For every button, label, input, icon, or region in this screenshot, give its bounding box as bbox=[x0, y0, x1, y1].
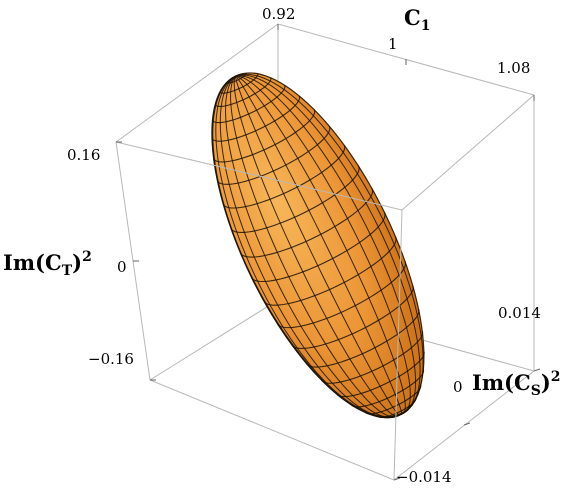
mesh-line bbox=[211, 95, 301, 142]
c1-tick-label: 1.08 bbox=[497, 59, 530, 77]
mesh-line bbox=[321, 330, 424, 384]
mesh-line bbox=[235, 75, 401, 416]
mesh-line bbox=[235, 75, 417, 415]
mesh-line bbox=[291, 285, 414, 349]
im-cs2-tick-label: −0.014 bbox=[396, 468, 452, 486]
mesh-line bbox=[212, 85, 286, 124]
mesh-line bbox=[235, 74, 421, 415]
ellipsoid-body bbox=[211, 72, 425, 418]
mesh-line bbox=[230, 75, 401, 418]
box-edge bbox=[393, 370, 535, 481]
box-edge bbox=[401, 94, 535, 211]
mesh-line bbox=[222, 145, 346, 209]
mesh-line bbox=[230, 166, 360, 233]
tick-mark bbox=[393, 477, 401, 481]
mesh-line bbox=[213, 109, 316, 163]
mesh-line bbox=[225, 75, 401, 419]
c1-tick-label: 1 bbox=[388, 35, 398, 53]
bounding-box-front bbox=[115, 94, 535, 481]
mesh-line bbox=[235, 75, 411, 415]
box-edge bbox=[115, 141, 403, 211]
tick-mark bbox=[533, 368, 541, 372]
im-cs2-tick-label: 0 bbox=[453, 378, 463, 396]
box-edge bbox=[115, 23, 279, 143]
mesh-line bbox=[306, 308, 420, 368]
mesh-line bbox=[217, 126, 331, 185]
im-cs2-tick-label: 0.014 bbox=[498, 304, 541, 322]
im-ct2-tick-label: 0 bbox=[117, 258, 127, 276]
mesh-line bbox=[251, 212, 386, 283]
im-ct2-axis-label: Im(CT)2 bbox=[3, 249, 92, 279]
c1-tick-label: 0.92 bbox=[262, 5, 295, 23]
im-ct2-tick-label: 0.16 bbox=[67, 146, 100, 164]
box-edge bbox=[149, 299, 279, 381]
tick-mark bbox=[463, 422, 471, 426]
ellipsoid-mesh bbox=[211, 72, 425, 419]
c1-axis-label: C1 bbox=[404, 5, 430, 34]
tick-marks bbox=[116, 24, 541, 481]
mesh-line bbox=[233, 75, 401, 417]
im-ct2-tick-label: −0.16 bbox=[88, 350, 134, 368]
mesh-line bbox=[219, 75, 401, 419]
mesh-line bbox=[235, 73, 424, 415]
box-edge bbox=[393, 209, 403, 481]
mesh-line bbox=[211, 75, 401, 418]
ellipsoid-surface bbox=[211, 72, 425, 419]
box-edge bbox=[149, 379, 395, 481]
mesh-line bbox=[263, 236, 397, 306]
mesh-line bbox=[235, 75, 406, 415]
im-cs2-axis-label: Im(CS)2 bbox=[472, 369, 561, 399]
